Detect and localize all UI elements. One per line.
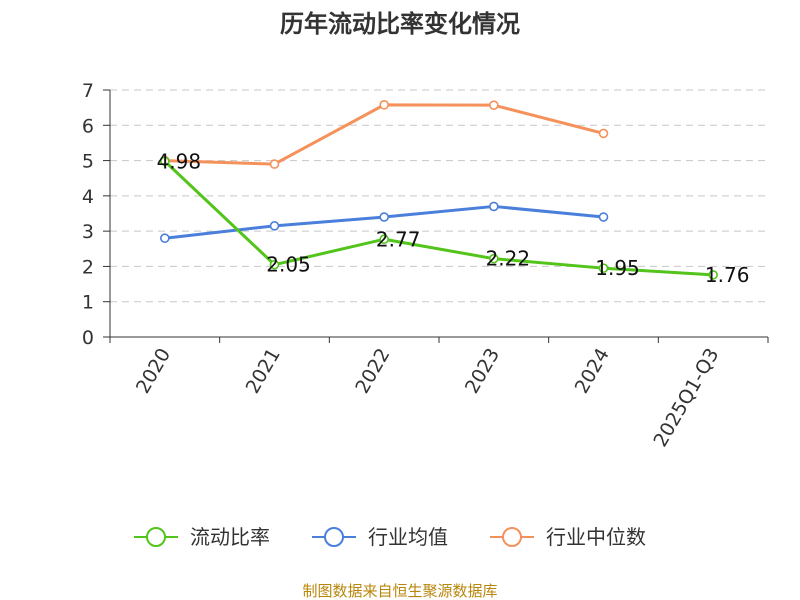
data-point: [379, 212, 389, 222]
data-label-layer: 4.98 2.05 2.77 2.22 1.95 1.76: [157, 149, 750, 287]
data-point: [598, 128, 609, 139]
source-note: 制图数据来自恒生聚源数据库: [302, 582, 497, 600]
y-tick-label: 7: [82, 80, 94, 102]
series-line: [163, 160, 714, 277]
data-label: 1.95: [595, 256, 640, 280]
data-point: [489, 100, 499, 110]
y-tick-label: 5: [82, 151, 94, 173]
x-tick-label: 2021: [242, 345, 285, 398]
axis-layer: 0 1 2 3 4 5 6 7 2020 2021 2022 2023 2024 2025Q1-Q3: [82, 80, 769, 451]
series-layer: [160, 100, 718, 280]
data-point: [489, 201, 499, 212]
data-point: [160, 233, 170, 243]
data-point: [160, 156, 170, 167]
x-tick-label: 2020: [132, 345, 175, 398]
legend-label: 行业均值: [368, 525, 448, 549]
y-tick-label: 2: [82, 256, 94, 278]
data-point: [598, 212, 609, 222]
y-tick-label: 0: [82, 327, 94, 349]
data-label: 4.98: [157, 149, 202, 173]
legend-marker: [146, 527, 166, 547]
x-tick-label: 2023: [461, 345, 504, 398]
data-point: [269, 259, 280, 270]
legend-label: 行业中位数: [546, 525, 646, 549]
y-tick-label: 3: [82, 221, 94, 243]
x-tick-label: 2022: [351, 345, 394, 398]
data-point: [708, 270, 718, 280]
y-tick-label: 4: [82, 186, 94, 208]
x-tick-label: 2024: [571, 345, 614, 398]
legend: 流动比率 行业均值 行业中位数: [134, 525, 646, 549]
data-point: [269, 221, 280, 231]
data-label: 2.77: [376, 227, 421, 251]
legend-label: 流动比率: [190, 525, 270, 549]
data-point: [379, 100, 389, 110]
y-tick-label: 6: [82, 115, 94, 137]
data-label: 2.22: [486, 247, 531, 271]
data-point: [598, 263, 609, 273]
legend-marker: [324, 527, 344, 547]
x-tick-label: 2025Q1-Q3: [649, 345, 723, 451]
data-label: 2.05: [266, 253, 311, 277]
y-tick-label: 1: [82, 292, 94, 314]
data-point: [379, 234, 389, 245]
data-point: [269, 159, 280, 169]
legend-marker: [502, 527, 522, 547]
data-point: [489, 253, 499, 264]
chart-title: 历年流动比率变化情况: [280, 10, 520, 38]
series-line: [164, 103, 604, 166]
grid-layer: [110, 89, 768, 303]
data-label: 1.76: [705, 263, 750, 287]
